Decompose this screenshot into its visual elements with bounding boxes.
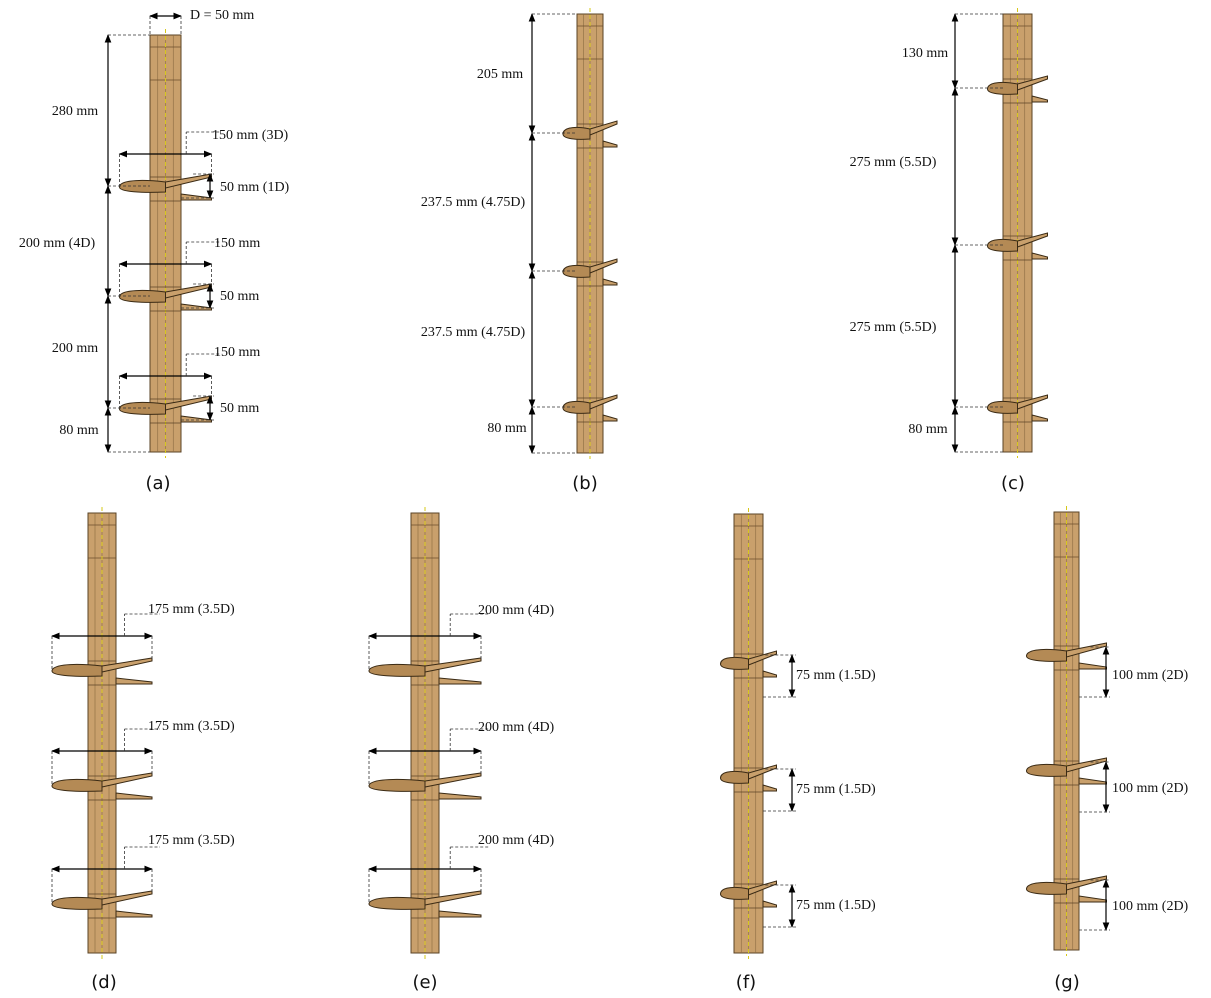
dimension-label: 100 mm (2D)	[1112, 668, 1189, 683]
dimension-label: 80 mm	[59, 423, 98, 438]
dimension-label: 50 mm	[220, 401, 259, 416]
dimension-label: 50 mm (1D)	[220, 180, 290, 195]
dimension-label: 205 mm	[477, 67, 523, 82]
helix-blade	[181, 304, 212, 310]
pile	[1027, 506, 1107, 956]
dimension-label: 75 mm (1.5D)	[796, 898, 876, 913]
dimension-label: 100 mm (2D)	[1112, 781, 1189, 796]
helix-blade	[1027, 882, 1067, 894]
helix-blade	[763, 901, 777, 907]
helix-blade	[116, 911, 152, 917]
panel-label: (b)	[572, 473, 597, 494]
helix-blade	[603, 279, 617, 285]
dimension-label: 200 mm (4D)	[478, 720, 555, 735]
helix-blade	[1032, 253, 1048, 259]
figure: D = 50 mm 280 mm 150 mm (3D) 50 mm (1D) 200 …	[0, 0, 1211, 998]
dimension-label: 275 mm (5.5D)	[850, 155, 937, 170]
helix-blade	[120, 402, 166, 414]
panel-label: (c)	[1001, 473, 1025, 494]
dimension-label: 75 mm (1.5D)	[796, 668, 876, 683]
helix-blade	[1079, 778, 1107, 784]
helix-blade	[116, 678, 152, 684]
dimension-label: 237.5 mm (4.75D)	[421, 325, 526, 340]
helix-blade	[763, 671, 777, 677]
dimension-label: 150 mm (3D)	[212, 128, 289, 143]
helix-blade	[369, 897, 425, 909]
helix-blade	[1032, 96, 1048, 102]
pile	[988, 8, 1048, 458]
helix-blade	[120, 180, 166, 192]
helix-blade	[721, 771, 749, 783]
helix-blade	[1027, 764, 1067, 776]
dimension-label: 130 mm	[902, 46, 948, 61]
helix-blade	[439, 793, 481, 799]
dimension-label: 80 mm	[908, 422, 947, 437]
panel-label: (a)	[145, 473, 170, 494]
panel-label: (e)	[412, 972, 437, 993]
helix-blade	[1079, 896, 1107, 902]
dimension-label: 237.5 mm (4.75D)	[421, 195, 526, 210]
helix-blade	[603, 415, 617, 421]
pile	[120, 29, 212, 458]
dimension-label: 200 mm	[52, 341, 98, 356]
panel-label: (g)	[1054, 972, 1079, 993]
helix-blade	[439, 911, 481, 917]
panel-label: (f)	[736, 972, 756, 993]
helix-blade	[439, 678, 481, 684]
pile	[563, 8, 617, 459]
pile	[52, 507, 152, 959]
dimension-label: 275 mm (5.5D)	[850, 320, 937, 335]
pile	[721, 508, 777, 959]
helix-blade	[1032, 415, 1048, 421]
dimension-label: 150 mm	[214, 236, 260, 251]
dimension-label: 200 mm (4D)	[19, 236, 96, 251]
helix-blade	[763, 785, 777, 791]
dimension-label: 280 mm	[52, 104, 98, 119]
helix-blade	[120, 290, 166, 302]
dimension-label: 175 mm (3.5D)	[148, 833, 235, 848]
dimension-label: 200 mm (4D)	[478, 833, 555, 848]
dimension-label: 150 mm	[214, 345, 260, 360]
helix-blade	[369, 779, 425, 791]
helix-blade	[603, 141, 617, 147]
helix-blade	[721, 887, 749, 899]
panel-label: (d)	[91, 972, 116, 993]
dimension-label: 175 mm (3.5D)	[148, 719, 235, 734]
dimension-label: D = 50 mm	[190, 8, 254, 23]
helix-blade	[52, 779, 102, 791]
dimension-label: 80 mm	[487, 421, 526, 436]
helix-blade	[52, 664, 102, 676]
dimension-label: 100 mm (2D)	[1112, 899, 1189, 914]
helix-blade	[181, 194, 212, 200]
helix-blade	[1027, 649, 1067, 661]
helix-blade	[1079, 663, 1107, 669]
helix-blade	[116, 793, 152, 799]
pile	[369, 507, 481, 959]
helix-blade	[181, 416, 212, 422]
dimension-label: 75 mm (1.5D)	[796, 782, 876, 797]
helix-blade	[369, 664, 425, 676]
helix-blade	[721, 657, 749, 669]
dimension-label: 200 mm (4D)	[478, 603, 555, 618]
dimension-label: 175 mm (3.5D)	[148, 602, 235, 617]
helix-blade	[52, 897, 102, 909]
dimension-label: 50 mm	[220, 289, 259, 304]
